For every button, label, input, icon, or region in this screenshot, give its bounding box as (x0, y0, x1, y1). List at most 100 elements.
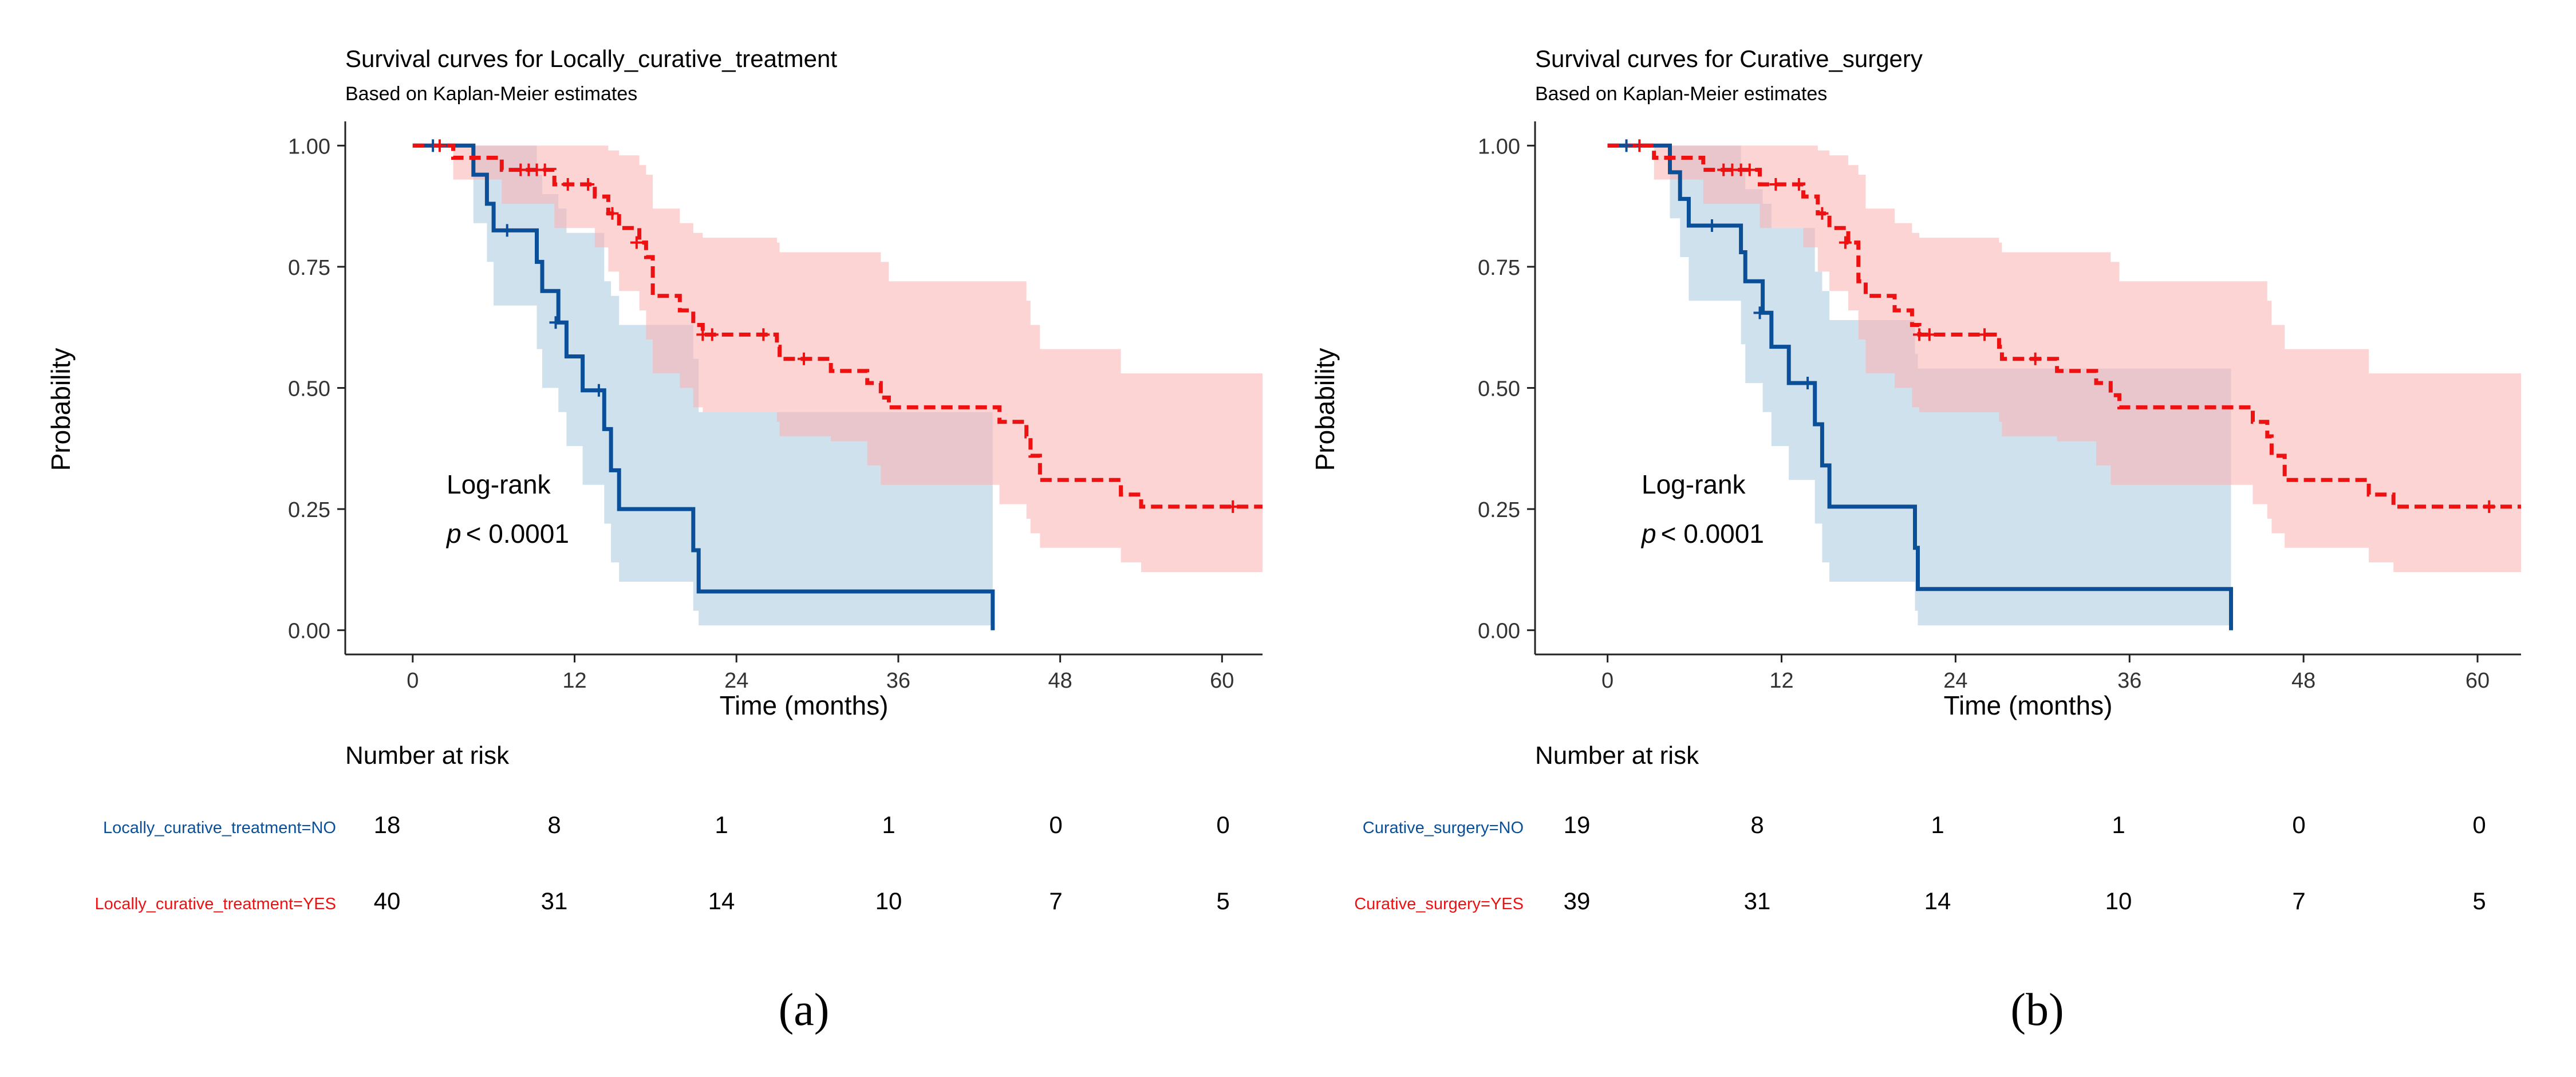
risk-value-yes: 10 (875, 887, 902, 914)
risk-value-no: 1 (2112, 811, 2125, 838)
risk-value-yes: 5 (1216, 887, 1229, 914)
censor-mark-no (549, 316, 562, 329)
risk-table-title: Number at risk (345, 741, 510, 770)
censor-mark-yes (1792, 178, 1805, 191)
y-tick-label: 0.50 (1478, 377, 1520, 401)
p-value: < 0.0001 (466, 519, 569, 549)
y-tick-label: 0.25 (288, 498, 330, 522)
p-symbol: p (445, 519, 461, 549)
censor-mark-no (1753, 306, 1766, 319)
censor-mark-no (1620, 139, 1633, 152)
risk-value-no: 0 (1216, 811, 1229, 838)
risk-row-label-no: Locally_curative_treatment=NO (103, 819, 336, 837)
y-tick-label: 0.25 (1478, 498, 1520, 522)
censor-mark-yes (433, 139, 446, 152)
censor-mark-yes (582, 178, 595, 191)
risk-value-no: 19 (1564, 811, 1591, 838)
censor-mark-no (1801, 377, 1814, 390)
survival-curve-yes (1607, 143, 2521, 509)
censor-mark-yes (1839, 236, 1852, 249)
risk-value-yes: 40 (374, 887, 401, 914)
x-axis-label: Time (months) (1944, 691, 2113, 720)
x-tick-label: 24 (1943, 669, 1967, 693)
censor-mark-yes (1743, 163, 1756, 176)
risk-value-yes: 14 (1924, 887, 1951, 914)
censor-mark-yes (757, 328, 770, 341)
x-tick-label: 0 (1601, 669, 1614, 693)
risk-value-no: 1 (1931, 811, 1944, 838)
risk-table-title: Number at risk (1535, 741, 1699, 770)
x-tick-label: 36 (886, 669, 910, 693)
plot-area (412, 139, 1263, 630)
x-axis-label: Time (months) (720, 691, 889, 720)
risk-value-yes: 7 (1049, 887, 1062, 914)
x-tick-label: 48 (1048, 669, 1072, 693)
risk-value-no: 0 (1049, 811, 1062, 838)
risk-value-no: 8 (1750, 811, 1764, 838)
x-tick-label: 0 (407, 669, 419, 693)
risk-value-yes: 10 (2105, 887, 2132, 914)
censor-mark-yes (1816, 207, 1829, 220)
y-axis-label: Probability (1310, 348, 1340, 471)
ci-band-yes (1607, 145, 2521, 573)
risk-value-yes: 31 (541, 887, 568, 914)
ci-band-yes (412, 145, 1263, 573)
x-tick-label: 12 (562, 669, 586, 693)
risk-value-no: 1 (715, 811, 728, 838)
risk-value-no: 0 (2472, 811, 2486, 838)
y-tick-label: 1.00 (288, 135, 330, 159)
logrank-label: Log-rank (1642, 470, 1746, 499)
risk-value-yes: 31 (1744, 887, 1771, 914)
y-tick-label: 0.75 (1478, 256, 1520, 280)
risk-value-yes: 5 (2472, 887, 2486, 914)
risk-row-label-yes: Curative_surgery=YES (1354, 895, 1524, 913)
y-tick-label: 0.00 (1478, 620, 1520, 644)
risk-value-yes: 14 (708, 887, 735, 914)
censor-mark-no (1705, 219, 1718, 232)
risk-value-no: 1 (882, 811, 895, 838)
y-tick-label: 0.50 (288, 377, 330, 401)
censor-mark-yes (1978, 328, 1991, 341)
censor-mark-yes (1923, 328, 1936, 341)
censor-mark-yes (538, 163, 551, 176)
censor-mark-yes (561, 178, 574, 191)
survival-curve-no (1607, 143, 2233, 630)
y-axis-label: Probability (46, 348, 76, 471)
risk-row-label-yes: Locally_curative_treatment=YES (94, 895, 336, 913)
panel-label: (b) (2010, 985, 2064, 1035)
x-tick-label: 60 (1210, 669, 1234, 693)
logrank-pvalue: p < 0.0001 (445, 519, 569, 549)
y-tick-label: 1.00 (1478, 135, 1520, 159)
chart-title: Survival curves for Curative_surgery (1535, 45, 1923, 72)
x-tick-label: 12 (1769, 669, 1793, 693)
chart-subtitle: Based on Kaplan-Meier estimates (345, 83, 637, 105)
panel-b: Survival curves for Curative_surgery Bas… (1310, 45, 2521, 1035)
p-symbol: p (1640, 519, 1656, 549)
y-tick-label: 0.00 (288, 620, 330, 644)
censor-mark-yes (798, 352, 810, 365)
censor-mark-yes (606, 207, 619, 220)
risk-value-no: 8 (547, 811, 561, 838)
panel-a: Survival curves for Locally_curative_tre… (46, 45, 1263, 1035)
censor-mark-yes (1633, 139, 1646, 152)
risk-row-label-no: Curative_surgery=NO (1363, 819, 1524, 837)
p-value: < 0.0001 (1661, 519, 1764, 549)
logrank-label: Log-rank (447, 470, 551, 499)
survival-curve-yes (412, 143, 1263, 509)
censor-mark-yes (2029, 352, 2042, 365)
censor-mark-no (592, 384, 605, 397)
chart-title: Survival curves for Locally_curative_tre… (345, 45, 837, 72)
censor-mark-yes (1769, 178, 1782, 191)
y-tick-label: 0.75 (288, 256, 330, 280)
survival-curve-no (412, 143, 995, 630)
risk-value-no: 18 (374, 811, 401, 838)
risk-value-yes: 7 (2292, 887, 2305, 914)
plot-area (1607, 139, 2521, 630)
x-tick-label: 36 (2117, 669, 2141, 693)
censor-mark-yes (2483, 500, 2496, 513)
ci-band-no (412, 145, 993, 626)
risk-value-yes: 39 (1564, 887, 1591, 914)
panel-label: (a) (779, 985, 830, 1035)
x-tick-label: 48 (2291, 669, 2315, 693)
